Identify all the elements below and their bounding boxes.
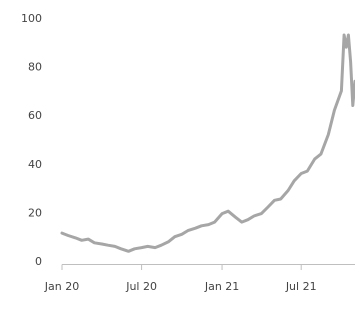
x-tick-label: Jul 20	[125, 280, 157, 293]
x-tick-label: Jul 21	[285, 280, 317, 293]
series-line	[60, 33, 355, 253]
y-tick-label: 20	[28, 206, 42, 219]
y-axis-tick-labels: 0 20 40 60 80 100	[21, 12, 42, 268]
y-tick-label: 80	[28, 61, 42, 74]
x-tick-label: Jan 21	[204, 280, 239, 293]
y-tick-label: 40	[28, 158, 42, 171]
y-tick-label: 0	[35, 255, 42, 268]
x-tick-label: Jan 20	[44, 280, 79, 293]
y-tick-label: 100	[21, 12, 42, 25]
x-axis-tick-labels: Jan 20 Jul 20 Jan 21 Jul 21	[44, 280, 317, 293]
y-tick-label: 60	[28, 109, 42, 122]
x-axis-ticks	[61, 264, 302, 270]
